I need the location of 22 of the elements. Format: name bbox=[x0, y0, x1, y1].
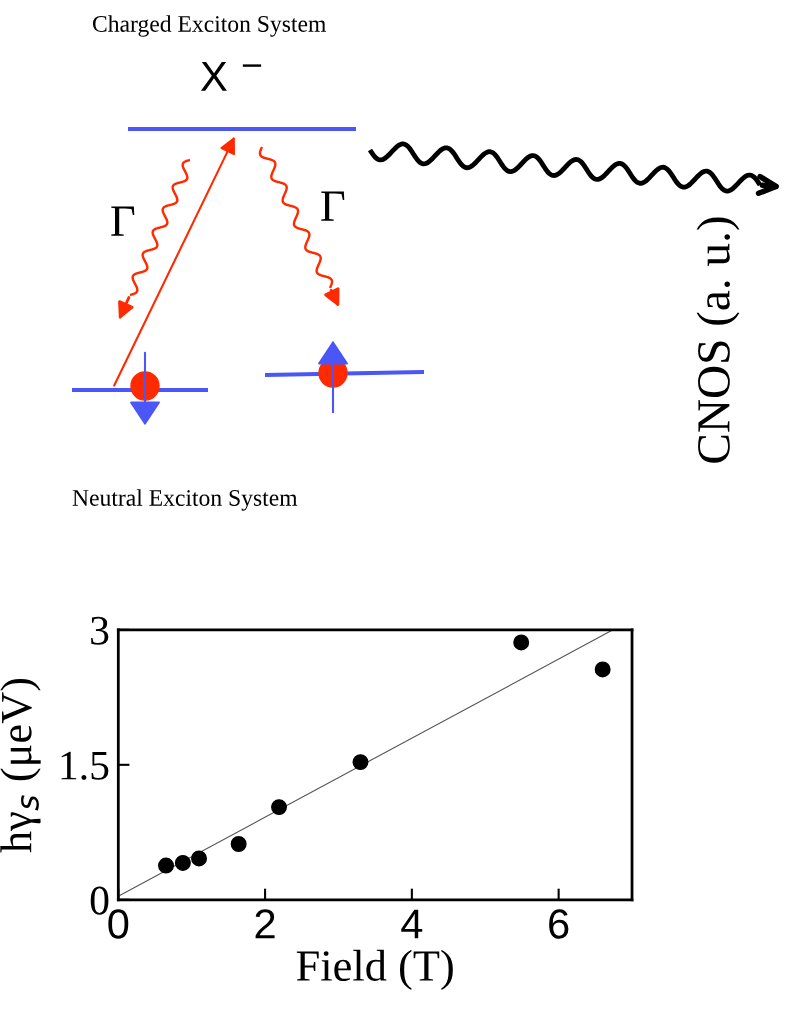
point bbox=[158, 857, 174, 874]
text: Γ bbox=[321, 191, 345, 221]
point bbox=[352, 754, 369, 771]
point bbox=[271, 799, 288, 816]
text: Charged Exciton System bbox=[92, 15, 326, 37]
point bbox=[513, 634, 530, 651]
text: Neutral Exciton System bbox=[72, 489, 298, 511]
point bbox=[594, 661, 611, 678]
text: Γ bbox=[111, 206, 135, 236]
point bbox=[191, 850, 208, 867]
x-tick-label: 6 bbox=[549, 909, 569, 939]
x-tick-label: 4 bbox=[401, 909, 423, 939]
text: CNOS (a. u.) bbox=[696, 217, 740, 463]
y-tick-label: 3 bbox=[91, 616, 109, 645]
text: X $^{−}$ bbox=[200, 62, 262, 91]
x-tick-label: 2 bbox=[255, 909, 275, 939]
y-tick-label: 0 bbox=[90, 886, 109, 915]
y-axis-title: hγ$_{s}$ (μeV) bbox=[0, 678, 41, 853]
x-axis-title: Field (T) bbox=[296, 949, 453, 991]
y-tick-label: 1.5 bbox=[61, 751, 109, 780]
point bbox=[174, 854, 191, 871]
point bbox=[230, 836, 247, 852]
